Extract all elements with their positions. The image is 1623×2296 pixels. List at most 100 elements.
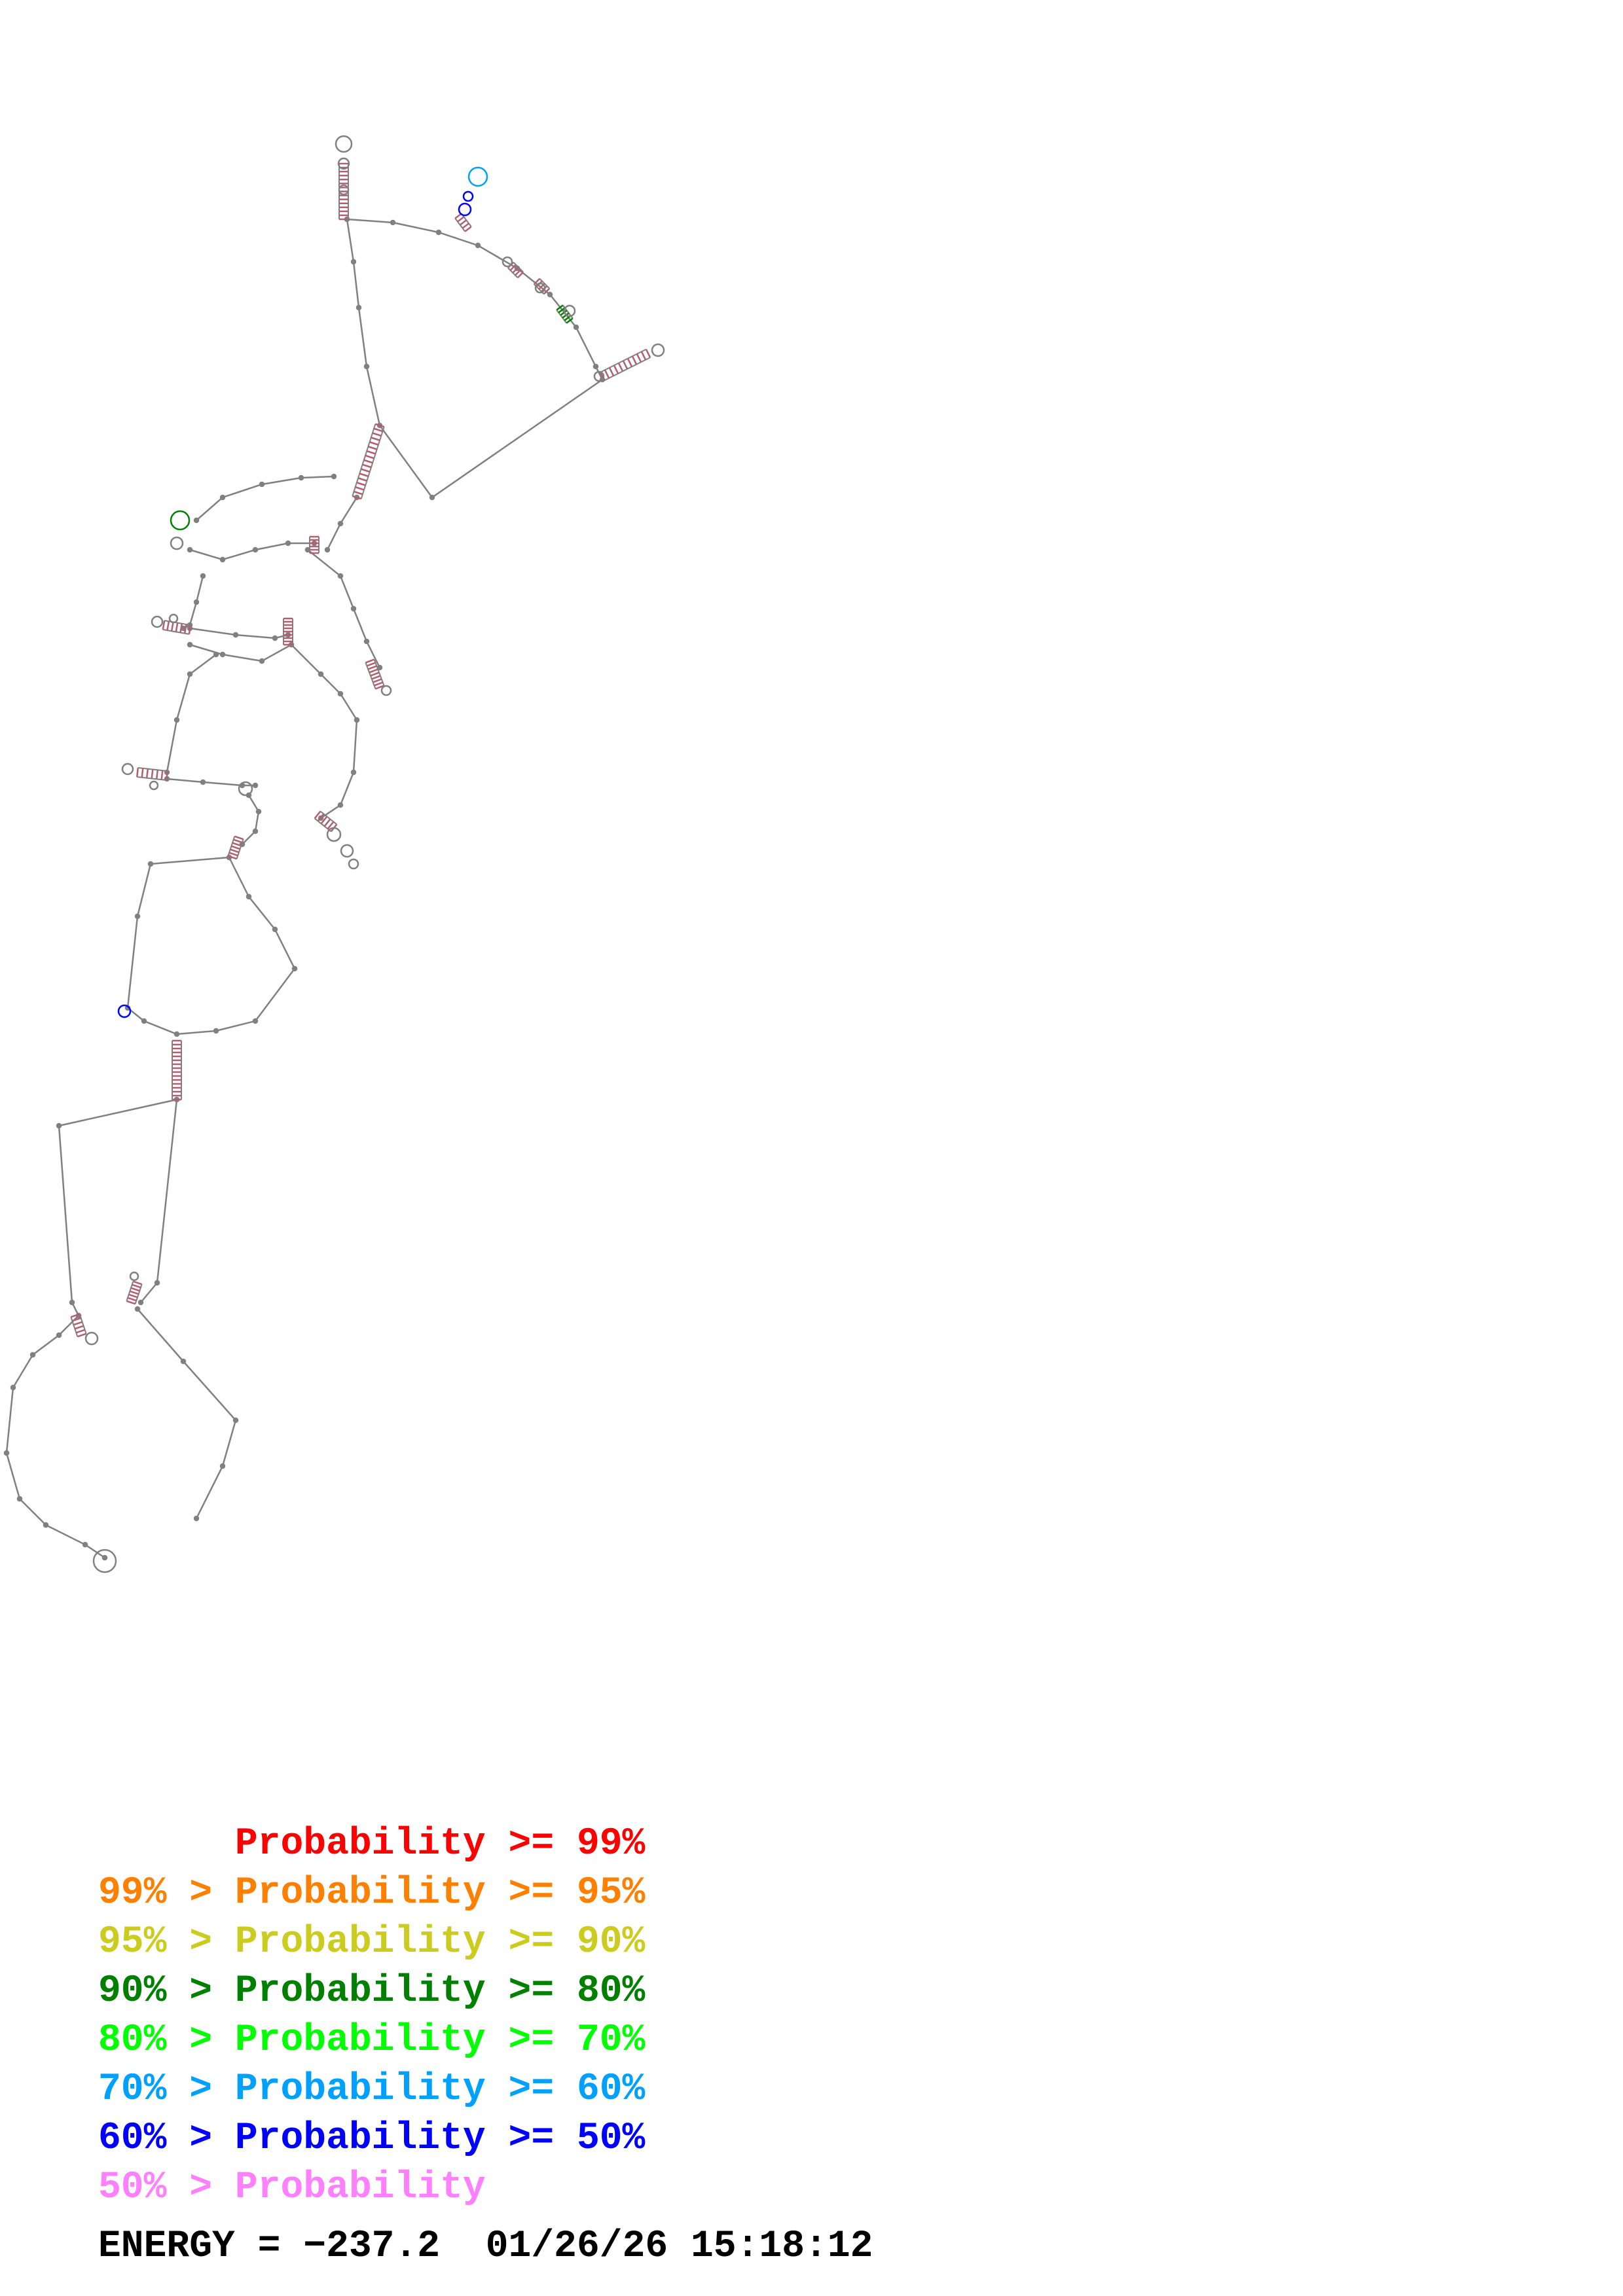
nucleotide-dot: [573, 324, 579, 331]
nucleotide-dot: [193, 1515, 200, 1522]
legend-entry: Probability >= 99%: [98, 1820, 646, 1869]
nucleotide-dot: [134, 1306, 141, 1312]
helix-stem: [599, 348, 651, 382]
nucleotide-dot: [337, 520, 344, 527]
hairpin-loop: [170, 510, 191, 531]
nucleotide-dot: [173, 717, 180, 723]
nucleotide-dot: [43, 1522, 49, 1528]
nucleotide-dot: [219, 494, 226, 501]
nucleotide-dot: [187, 547, 193, 553]
helix-stem: [352, 423, 385, 500]
hairpin-loop: [326, 827, 342, 842]
upper-arc: [196, 475, 335, 521]
legend-entry: 90% > Probability >= 80%: [98, 1967, 645, 2016]
legend-label: Probability: [234, 2068, 486, 2111]
energy-label: ENERGY =: [98, 2225, 281, 2268]
nucleotide-dot: [255, 808, 262, 815]
helix-stem: [454, 213, 472, 232]
helix-stem: [126, 1280, 143, 1305]
legend-suffix: >= 60%: [485, 2068, 646, 2111]
legend-entry: 70% > Probability >= 60%: [98, 2065, 645, 2114]
helix-stem: [172, 1039, 182, 1101]
lower-multiloop: [126, 856, 296, 1035]
arc-2: [189, 542, 314, 561]
helix-stem: [162, 620, 192, 635]
hairpin-loop: [534, 282, 546, 294]
probability-legend: Probability >= 99% 99% > Probability >= 9…: [98, 1820, 645, 2212]
nucleotide-dot: [219, 651, 226, 658]
nucleotide-dot: [324, 547, 331, 553]
hairpin-loop: [335, 135, 353, 153]
nucleotide-dot: [363, 363, 370, 370]
legend-prefix: 99% >: [98, 1872, 235, 1914]
helix-stem: [70, 1313, 87, 1338]
hairpin-loop: [151, 615, 164, 628]
legend-prefix: 90% >: [98, 1970, 235, 2013]
legend-suffix: >= 70%: [485, 2019, 646, 2062]
legend-entry: 95% > Probability >= 90%: [98, 1918, 645, 1967]
helix-stem: [283, 617, 293, 646]
lower-left: [58, 1098, 177, 1316]
legend-label: Probability: [234, 2117, 486, 2160]
helix-stem: [309, 535, 319, 554]
hairpin-loop: [168, 613, 179, 624]
connector-2: [307, 549, 381, 668]
hairpin-loop: [238, 781, 253, 797]
legend-entry: 99% > Probability >= 95%: [98, 1869, 645, 1918]
legend-label: Probability: [234, 1823, 486, 1865]
nucleotide-dot: [331, 473, 337, 480]
hairpin-loop: [117, 1004, 132, 1018]
lower-right: [140, 1099, 178, 1303]
arc-4: [189, 627, 289, 639]
helix-stem: [365, 658, 385, 690]
rna-secondary-structure: [3, 135, 665, 1573]
loop-5: [189, 643, 358, 819]
nucleotide-dot: [354, 717, 360, 723]
nucleotide-dot: [56, 1122, 62, 1129]
hairpin-loop: [340, 844, 354, 858]
nucleotide-dot: [187, 671, 193, 677]
nucleotide-dot: [187, 641, 193, 648]
nucleotide-dot: [475, 242, 481, 249]
hairpin-loop: [380, 685, 392, 696]
helix-stem: [338, 162, 349, 221]
nucleotide-dot: [134, 913, 141, 920]
energy-value: −237.2: [303, 2225, 441, 2268]
nucleotide-dot: [318, 671, 324, 677]
nucleotide-dot: [219, 1463, 226, 1469]
legend-prefix: [98, 1823, 235, 1865]
nucleotide-dot: [56, 1332, 62, 1338]
legend-label: Probability: [234, 1921, 486, 1964]
legend-label: Probability: [234, 2166, 486, 2209]
tail-3prime: [137, 1308, 237, 1519]
hairpin-loop: [593, 370, 605, 382]
hairpin-loop: [92, 1549, 117, 1573]
nucleotide-dot: [350, 259, 357, 265]
legend-suffix: >= 90%: [485, 1921, 646, 1964]
hairpin-loop: [170, 536, 184, 550]
arc-5: [166, 654, 217, 773]
nucleotide-dot: [390, 219, 396, 226]
hairpin-loop: [337, 157, 350, 170]
curl: [242, 795, 260, 845]
structure-backbone: [3, 216, 606, 1561]
nucleotide-dot: [232, 1417, 239, 1424]
nucleotide-dot: [298, 475, 304, 481]
arc-3: [183, 575, 204, 630]
legend-prefix: 70% >: [98, 2068, 235, 2111]
nucleotide-dot: [435, 229, 442, 236]
hairpin-loop: [651, 343, 665, 357]
nucleotide-dot: [272, 926, 278, 933]
nucleotide-dot: [232, 632, 239, 638]
nucleotide-dot: [193, 517, 200, 524]
nucleotide-dot: [137, 1299, 144, 1306]
nucleotide-dot: [101, 1554, 108, 1561]
arc-6: [166, 778, 255, 787]
nucleotide-dot: [272, 635, 278, 641]
nucleotide-dot: [3, 1450, 10, 1456]
nucleotide-dot: [259, 481, 265, 488]
legend-prefix: 80% >: [98, 2019, 235, 2062]
nucleotide-dot: [213, 651, 219, 658]
nucleotide-dot: [10, 1384, 16, 1391]
legend-entry: 50% > Probability: [98, 2163, 645, 2212]
